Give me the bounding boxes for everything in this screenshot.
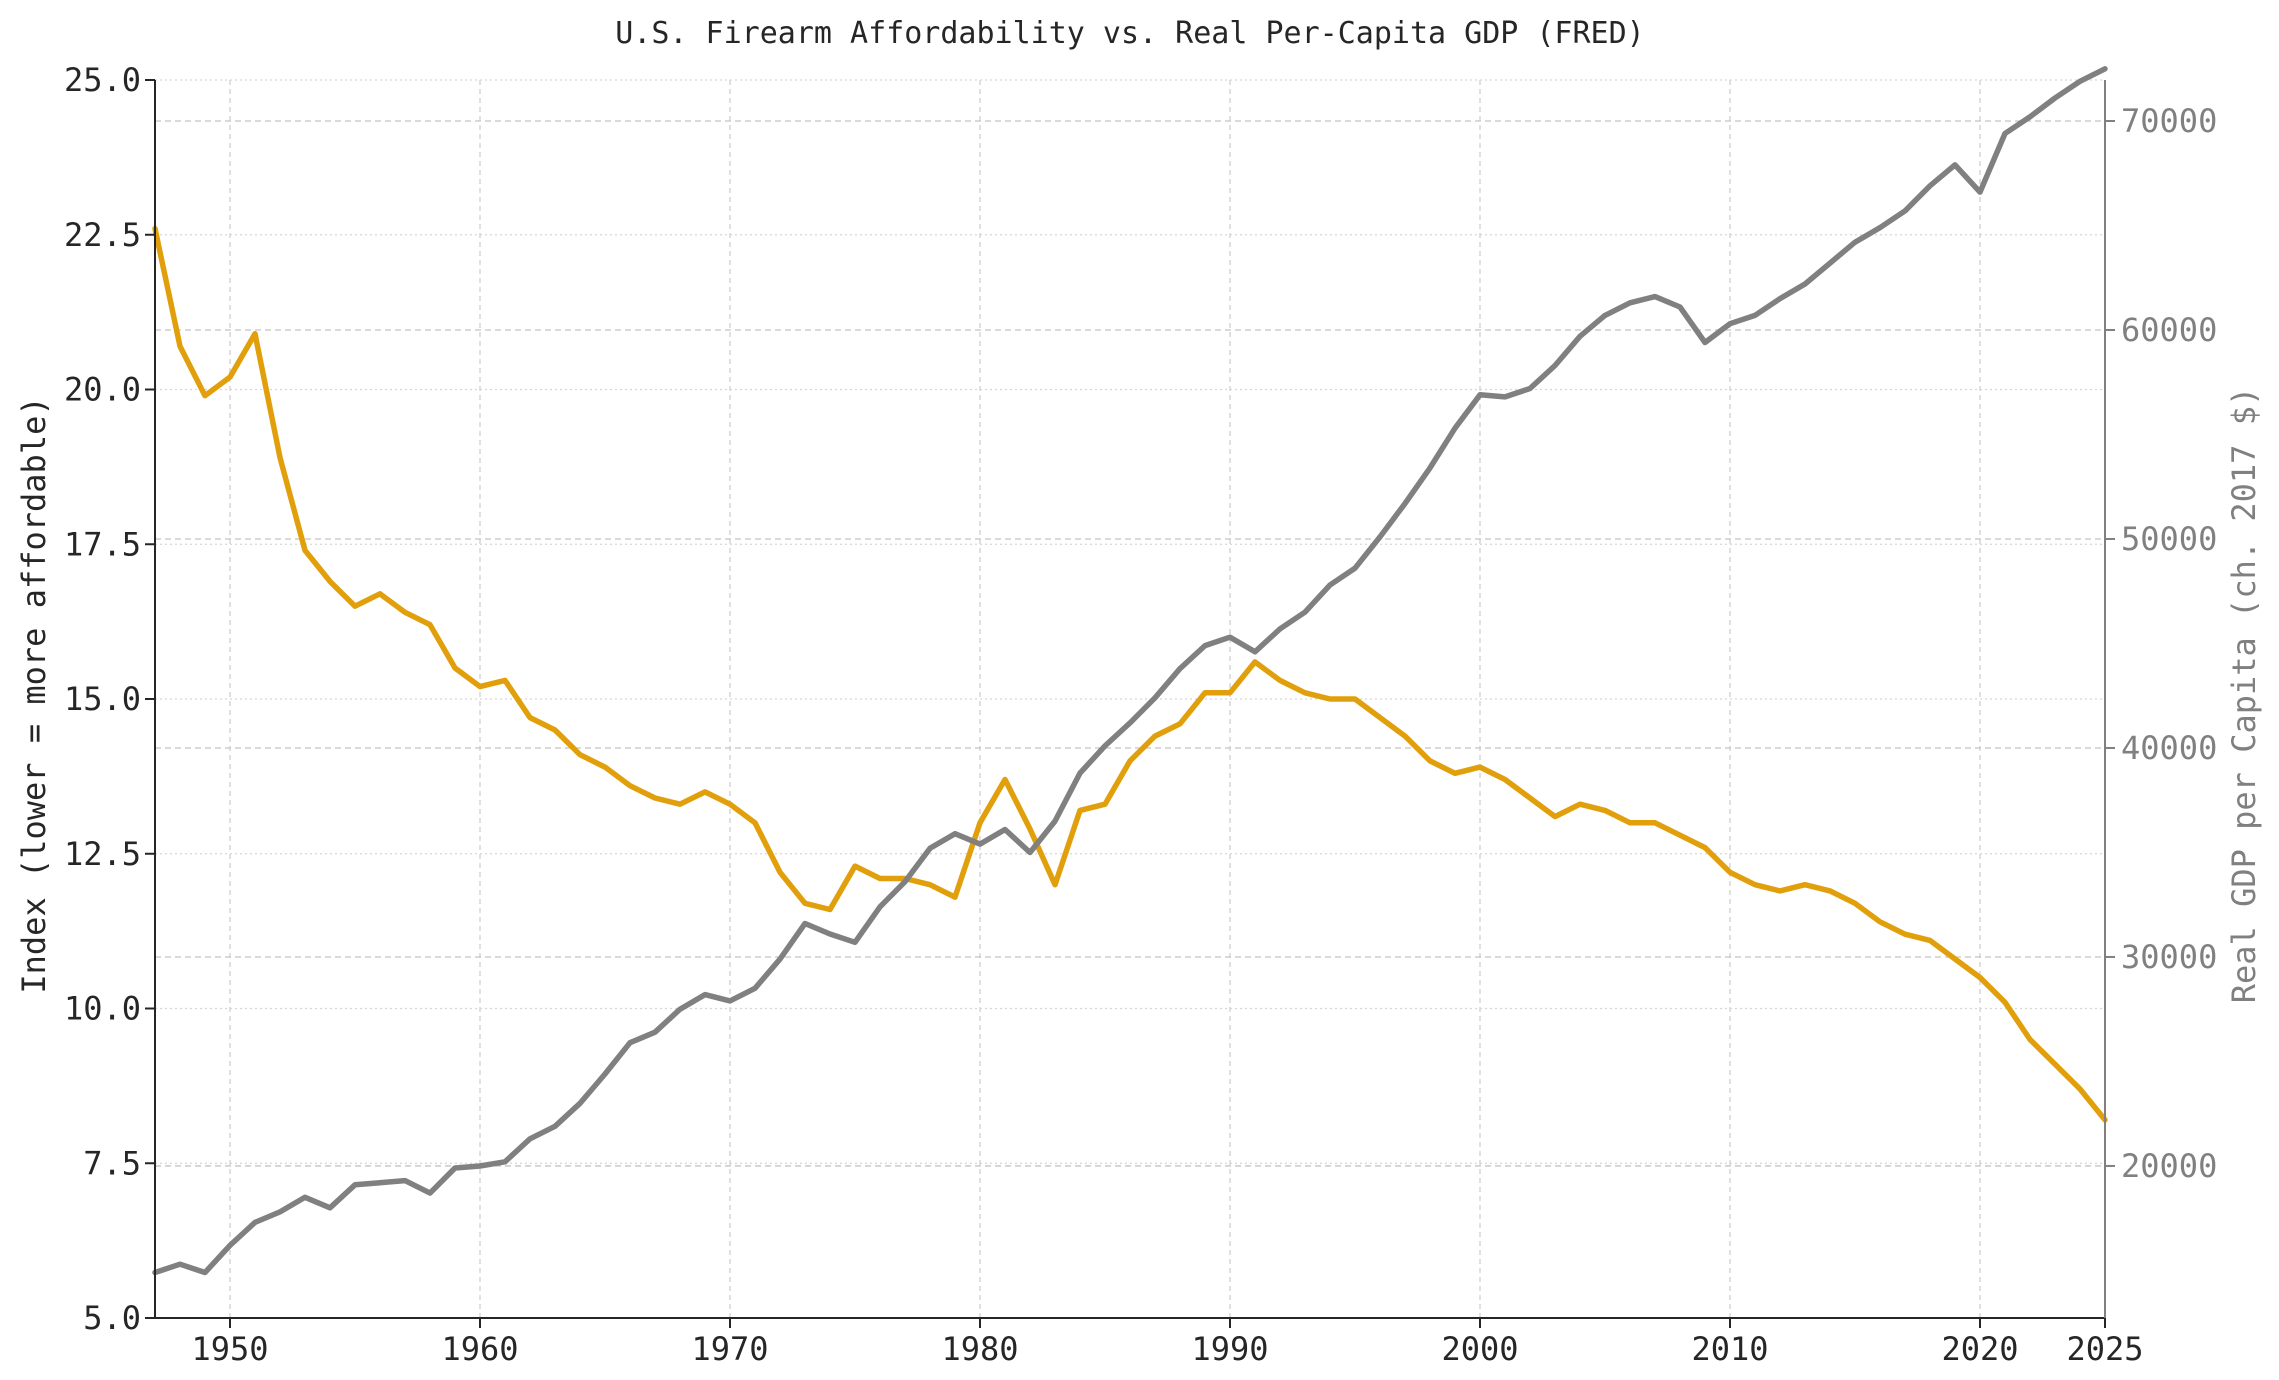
y-axis-label-right: Real GDP per Capita (ch. 2017 $) <box>2225 387 2263 1004</box>
chart-title: U.S. Firearm Affordability vs. Real Per-… <box>615 16 1645 51</box>
x-tick-label: 2000 <box>1441 1330 1518 1368</box>
y-axis-label-left: Index (lower = more affordable) <box>15 396 53 993</box>
y-tick-label-right: 30000 <box>2121 938 2217 976</box>
y-tick-label-left: 12.5 <box>64 835 141 873</box>
x-tick-label: 1950 <box>191 1330 268 1368</box>
y-tick-label-right: 20000 <box>2121 1147 2217 1185</box>
ticks: 5.0 7.5 10.0 12.5 15.0 17.5 20.0 22.5 25.0 20000 3… <box>64 61 2217 1368</box>
x-tick-label: 2025 <box>2066 1330 2143 1368</box>
y-tick-label-left: 15.0 <box>64 680 141 718</box>
y-tick-label-left: 17.5 <box>64 525 141 563</box>
y-tick-label-left: 5.0 <box>83 1299 141 1337</box>
gdp-series-line <box>152 66 2108 1276</box>
series-layer <box>152 66 2108 1276</box>
x-tick-label: 2020 <box>1941 1330 2018 1368</box>
y-tick-label-left: 7.5 <box>83 1144 141 1182</box>
y-tick-label-left: 10.0 <box>64 990 141 1028</box>
x-tick-label: 1980 <box>941 1330 1018 1368</box>
x-tick-label: 1960 <box>441 1330 518 1368</box>
affordability-series-line <box>152 225 2108 1123</box>
y-tick-label-right: 70000 <box>2121 102 2217 140</box>
x-tick-label: 1970 <box>691 1330 768 1368</box>
y-tick-label-right: 60000 <box>2121 311 2217 349</box>
x-tick-label: 2010 <box>1691 1330 1768 1368</box>
x-tick-label: 1990 <box>1191 1330 1268 1368</box>
y-tick-label-left: 20.0 <box>64 371 141 409</box>
grid <box>155 79 2106 1319</box>
y-tick-label-left: 22.5 <box>64 216 141 254</box>
y-tick-label-right: 50000 <box>2121 520 2217 558</box>
y-tick-label-left: 25.0 <box>64 61 141 99</box>
y-tick-label-right: 40000 <box>2121 729 2217 767</box>
